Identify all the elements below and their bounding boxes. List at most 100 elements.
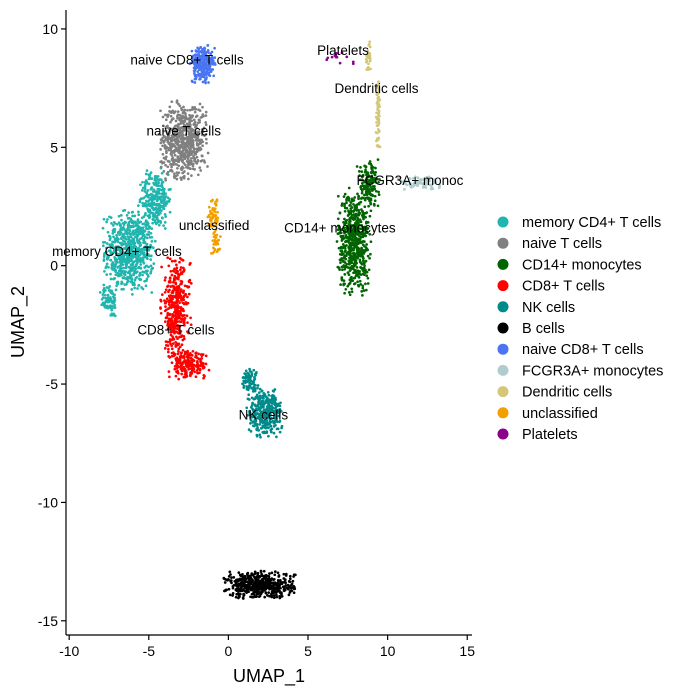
data-point	[141, 273, 144, 277]
data-point	[181, 146, 185, 150]
data-point	[176, 290, 179, 293]
data-point	[130, 277, 134, 281]
data-point	[344, 264, 348, 268]
data-point	[353, 244, 356, 248]
data-point	[361, 294, 364, 297]
data-point	[145, 272, 149, 275]
data-point	[126, 231, 130, 235]
data-point	[281, 585, 285, 589]
data-point	[273, 583, 277, 587]
data-point	[178, 128, 182, 132]
data-point	[141, 229, 145, 233]
data-point	[138, 271, 142, 275]
data-point	[185, 364, 189, 368]
cluster-label: naive CD8+ T cells	[130, 53, 243, 68]
data-point	[164, 276, 167, 279]
data-point	[209, 68, 213, 71]
data-point	[338, 252, 342, 256]
data-point	[128, 253, 132, 256]
data-point	[342, 283, 345, 287]
data-point	[339, 283, 342, 286]
data-point	[170, 259, 174, 263]
data-point	[135, 253, 139, 257]
data-point	[163, 113, 167, 117]
data-point	[116, 265, 120, 269]
data-point	[197, 146, 201, 150]
data-point	[153, 202, 156, 206]
data-point	[105, 220, 108, 224]
data-point	[131, 293, 134, 296]
data-point	[135, 275, 139, 279]
data-point	[149, 246, 152, 249]
data-point	[367, 62, 370, 66]
y-tick-label: 10	[42, 21, 58, 37]
data-point	[253, 586, 257, 590]
data-point	[173, 353, 177, 357]
data-point	[264, 401, 268, 404]
data-point	[116, 280, 120, 284]
data-point	[130, 288, 134, 291]
data-point	[130, 259, 133, 263]
data-point	[195, 369, 199, 372]
data-point	[364, 234, 368, 238]
data-point	[159, 109, 162, 113]
data-point	[363, 215, 367, 219]
data-point	[351, 267, 355, 271]
data-point	[159, 311, 163, 315]
data-point	[120, 243, 124, 247]
legend-swatch	[497, 258, 509, 270]
data-point	[115, 233, 118, 237]
data-point	[113, 293, 116, 297]
data-point	[207, 67, 210, 71]
data-point	[203, 79, 207, 82]
data-point	[161, 180, 165, 184]
data-point	[166, 311, 170, 315]
data-point	[247, 584, 251, 588]
data-point	[188, 143, 192, 147]
y-tick-label: -5	[46, 376, 59, 392]
data-point	[146, 209, 150, 213]
data-point	[370, 193, 373, 197]
data-point	[108, 215, 111, 219]
data-point	[255, 433, 259, 437]
data-point	[177, 377, 181, 381]
data-point	[144, 179, 148, 182]
data-point	[186, 163, 190, 167]
data-point	[149, 231, 153, 235]
data-point	[154, 222, 158, 226]
cluster-b-cells	[222, 569, 297, 600]
data-point	[173, 314, 177, 317]
data-point	[154, 211, 158, 214]
data-point	[147, 182, 151, 186]
data-point	[143, 190, 147, 193]
data-point	[182, 143, 186, 146]
data-point	[373, 194, 377, 198]
data-point	[139, 243, 143, 247]
data-point	[141, 270, 145, 274]
data-point	[270, 400, 273, 404]
data-point	[240, 589, 244, 593]
data-point	[107, 286, 110, 290]
data-point	[140, 197, 143, 200]
data-point	[225, 588, 229, 592]
data-point	[169, 120, 172, 124]
data-point	[122, 209, 125, 213]
data-point	[354, 228, 357, 232]
data-point	[335, 240, 339, 243]
data-point	[197, 72, 201, 76]
data-point	[248, 367, 251, 371]
data-point	[173, 367, 177, 371]
data-point	[133, 283, 136, 287]
data-point	[134, 267, 138, 271]
data-point	[263, 426, 267, 429]
data-point	[102, 258, 106, 261]
data-point	[126, 252, 130, 256]
data-point	[135, 248, 139, 251]
data-point	[338, 268, 341, 271]
data-point	[168, 305, 172, 309]
data-point	[207, 81, 210, 84]
legend-swatch	[497, 386, 509, 398]
data-point	[137, 210, 140, 214]
data-point	[343, 291, 346, 295]
data-point	[206, 165, 209, 168]
